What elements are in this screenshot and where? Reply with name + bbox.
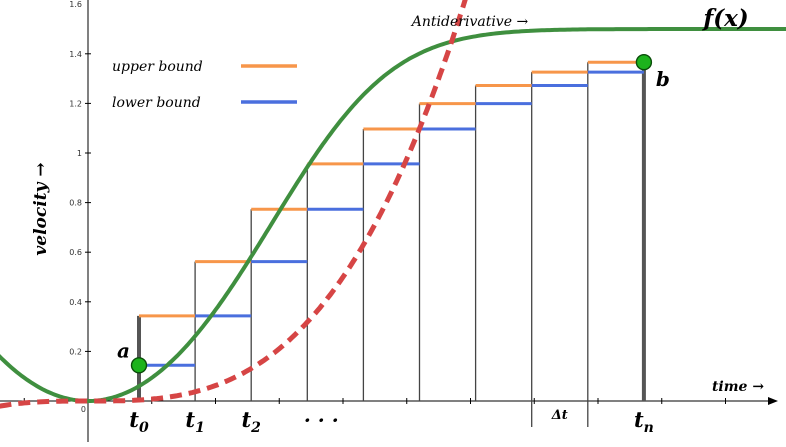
tick-label-sub: 0 [139, 420, 149, 436]
axes: 0.2 0.4 0.6 0.8 1 1.2 1.4 1.6 0 [0, 0, 778, 442]
f-curve-label: f(x) [701, 5, 748, 32]
y-tick-label: 1.2 [69, 99, 82, 108]
endpoints [130, 54, 653, 374]
point-a [130, 357, 148, 374]
y-tick-label: 1 [77, 149, 82, 158]
y-tick-label: 0.2 [69, 347, 82, 356]
tick-label-t0: t0 [129, 407, 149, 436]
y-tick-label: 1.6 [69, 0, 82, 9]
legend-label-1: lower bound [112, 95, 201, 111]
tick-label-sub: 2 [250, 420, 261, 436]
legend-label-0: upper bound [112, 59, 203, 75]
y-tick-label: 0.8 [69, 199, 82, 208]
x-axis-label: time → [712, 379, 764, 395]
tick-label-main: t [185, 407, 195, 432]
y-tick-label: 0.6 [69, 248, 82, 257]
tick-label-sub: 1 [195, 420, 205, 436]
ellipsis-label: · · · [304, 408, 339, 432]
tick-label-t1: t1 [185, 407, 204, 436]
y-axis-label: velocity → [31, 162, 51, 255]
y-tick-label: 0.4 [69, 298, 82, 307]
x-axis-arrow [768, 397, 778, 405]
partition-lines [137, 62, 646, 427]
point-a-label: a [117, 338, 130, 362]
point-b-label: b [656, 67, 670, 91]
tick-label-main: t [129, 407, 139, 432]
antiderivative-curve [0, 0, 468, 409]
point-b [635, 54, 653, 71]
antiderivative-label: Antiderivative → [410, 14, 529, 30]
tick-label-t2: t2 [241, 407, 261, 436]
tick-label-tn: tn [634, 407, 654, 436]
y-tick-label: 1.4 [69, 50, 82, 59]
f-curve [0, 27, 786, 403]
curves [0, 0, 786, 409]
tick-label-main: t [634, 407, 644, 432]
origin-label: 0 [81, 405, 86, 414]
bound-segments [139, 60, 644, 367]
tick-label-sub: n [644, 420, 654, 436]
tick-label-main: t [241, 407, 251, 432]
delta-t-label: Δt [551, 408, 568, 423]
